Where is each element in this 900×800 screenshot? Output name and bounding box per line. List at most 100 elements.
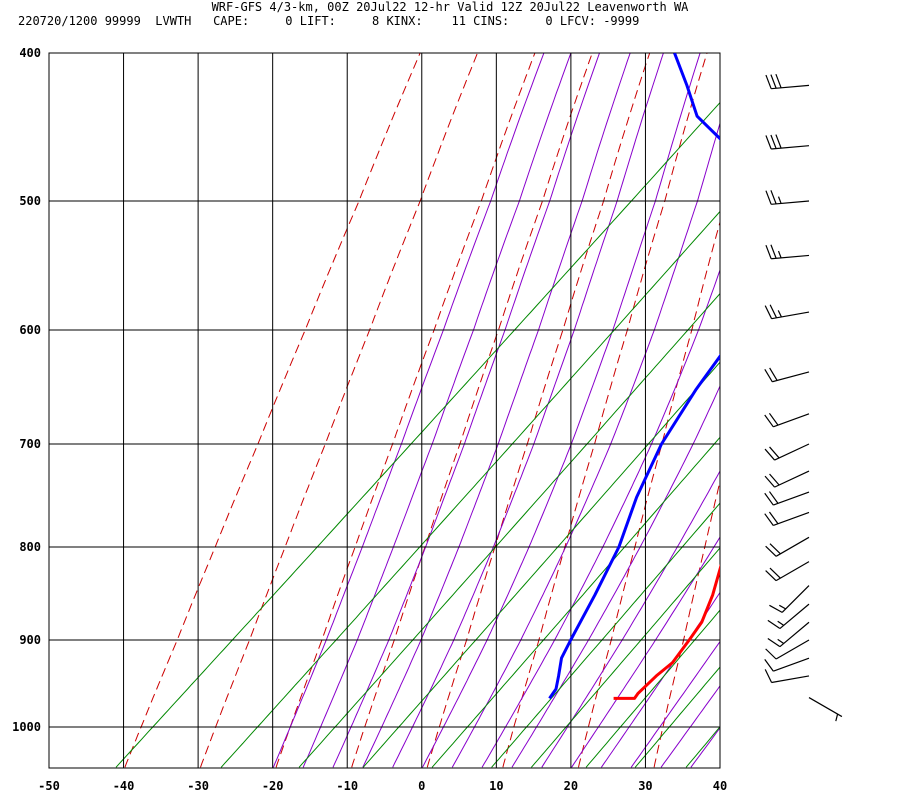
barb-flag-half xyxy=(835,713,839,722)
dry-adiabat-line xyxy=(200,53,479,768)
barb-staff xyxy=(773,413,810,428)
mixing-ratio-line xyxy=(431,436,720,768)
moist-adiabat-line xyxy=(451,121,720,768)
barb-flag-full xyxy=(767,638,781,648)
moist-adiabat-line xyxy=(751,53,900,767)
barb-staff xyxy=(771,200,810,205)
wind-barbs xyxy=(764,73,843,722)
pressure-tick-label: 800 xyxy=(19,540,41,554)
barb-flag-half xyxy=(777,196,782,204)
dry-adiabat-line xyxy=(502,53,708,768)
wind-barb xyxy=(765,561,810,582)
barb-flag-full xyxy=(764,669,773,683)
wind-barb xyxy=(764,443,810,461)
moist-adiabat-line xyxy=(630,640,720,768)
moist-adiabat-line xyxy=(541,470,720,768)
mixing-ratio-line xyxy=(531,547,720,768)
barb-flag-full xyxy=(769,304,778,319)
barb-flag-half xyxy=(777,638,785,644)
pressure-tick-label: 700 xyxy=(19,437,41,451)
barb-flag-full xyxy=(764,305,773,319)
moist-adiabat-line xyxy=(660,685,720,768)
barb-staff xyxy=(771,311,810,320)
pressure-tick-label: 400 xyxy=(19,46,41,60)
wind-barb xyxy=(765,134,810,150)
wind-barb xyxy=(764,367,810,383)
moist-adiabat-line xyxy=(392,53,664,768)
barb-flag-full xyxy=(764,659,774,672)
wind-barb xyxy=(767,603,810,630)
wind-barb xyxy=(767,621,810,648)
mixing-ratio-line xyxy=(220,210,720,768)
mixing-ratio-line xyxy=(491,502,720,768)
barb-flag-full xyxy=(764,448,776,461)
dry-adiabat-line xyxy=(124,53,421,768)
barb-flag-full xyxy=(765,648,777,660)
dry-adiabat-line xyxy=(351,53,593,768)
moist-adiabat-line xyxy=(481,268,720,768)
wind-barb xyxy=(764,412,810,428)
barb-staff xyxy=(771,254,810,260)
background-lines xyxy=(115,53,900,768)
barb-flag-full xyxy=(769,567,781,579)
barb-staff xyxy=(781,585,810,613)
barb-flag-full xyxy=(768,511,779,525)
chart-title: WRF-GFS 4/3-km, 00Z 20Jul22 12-hr Valid … xyxy=(211,0,689,14)
barb-staff xyxy=(775,561,810,582)
barb-staff xyxy=(774,470,810,488)
barb-flag-full xyxy=(764,368,773,383)
barb-flag-full xyxy=(769,473,780,486)
moist-adiabat-line xyxy=(721,53,900,767)
dry-adiabat-line xyxy=(578,220,720,768)
plot-frame xyxy=(48,52,721,769)
moist-adiabat-line xyxy=(422,53,701,768)
wind-barb xyxy=(769,585,810,613)
barb-flag-full xyxy=(770,134,777,149)
temperature-tick-label: 0 xyxy=(418,779,425,793)
barb-flag-half xyxy=(777,620,785,626)
moist-adiabat-line xyxy=(690,727,720,768)
sounding-indices: 220720/1200 99999 LVWTH CAPE: 0 LIFT: 8 … xyxy=(18,14,640,28)
barb-flag-full xyxy=(765,135,772,150)
temperature-tick-label: 40 xyxy=(713,779,727,793)
barb-staff xyxy=(771,145,810,150)
barb-staff xyxy=(775,536,810,557)
barb-staff xyxy=(779,621,810,648)
barb-flag-full xyxy=(768,412,779,426)
barb-staff xyxy=(775,639,810,660)
barb-flag-full xyxy=(767,619,781,630)
barb-staff xyxy=(779,603,810,629)
wind-barb xyxy=(764,470,810,488)
barb-flag-full xyxy=(769,446,780,459)
moist-adiabat-line xyxy=(302,53,572,768)
moist-adiabat-line xyxy=(332,53,600,768)
mixing-ratio-line xyxy=(298,292,720,768)
barb-flag-full xyxy=(769,604,783,613)
wind-barb xyxy=(764,491,810,506)
barb-flag-full xyxy=(765,244,772,259)
temperature-tick-label: -30 xyxy=(187,779,209,793)
barb-flag-full xyxy=(770,244,777,259)
barb-staff xyxy=(773,657,810,672)
mixing-ratio-line xyxy=(585,609,720,768)
barb-flag-full xyxy=(764,513,774,526)
barb-flag-full xyxy=(764,475,776,488)
wind-barb xyxy=(764,304,810,320)
barb-flag-full xyxy=(770,190,777,205)
barb-staff xyxy=(771,675,810,684)
mixing-ratio-line xyxy=(362,361,720,768)
moist-adiabat-line xyxy=(272,53,545,768)
mixing-ratio-line xyxy=(685,726,720,768)
pressure-tick-label: 900 xyxy=(19,633,41,647)
barb-staff xyxy=(808,697,843,718)
barb-staff xyxy=(774,443,810,461)
moist-adiabat-line xyxy=(600,591,720,768)
temperature-tick-label: -20 xyxy=(262,779,284,793)
barb-flag-full xyxy=(765,74,772,89)
barb-staff xyxy=(771,84,810,90)
barb-flag-full xyxy=(769,543,781,555)
barb-flag-full xyxy=(764,492,774,506)
axis-ticks: 400 500 600 700 800 900 1000 -50 -40 -30 -20 -10 0 10… xyxy=(12,46,727,793)
barb-flag-full xyxy=(765,190,772,205)
